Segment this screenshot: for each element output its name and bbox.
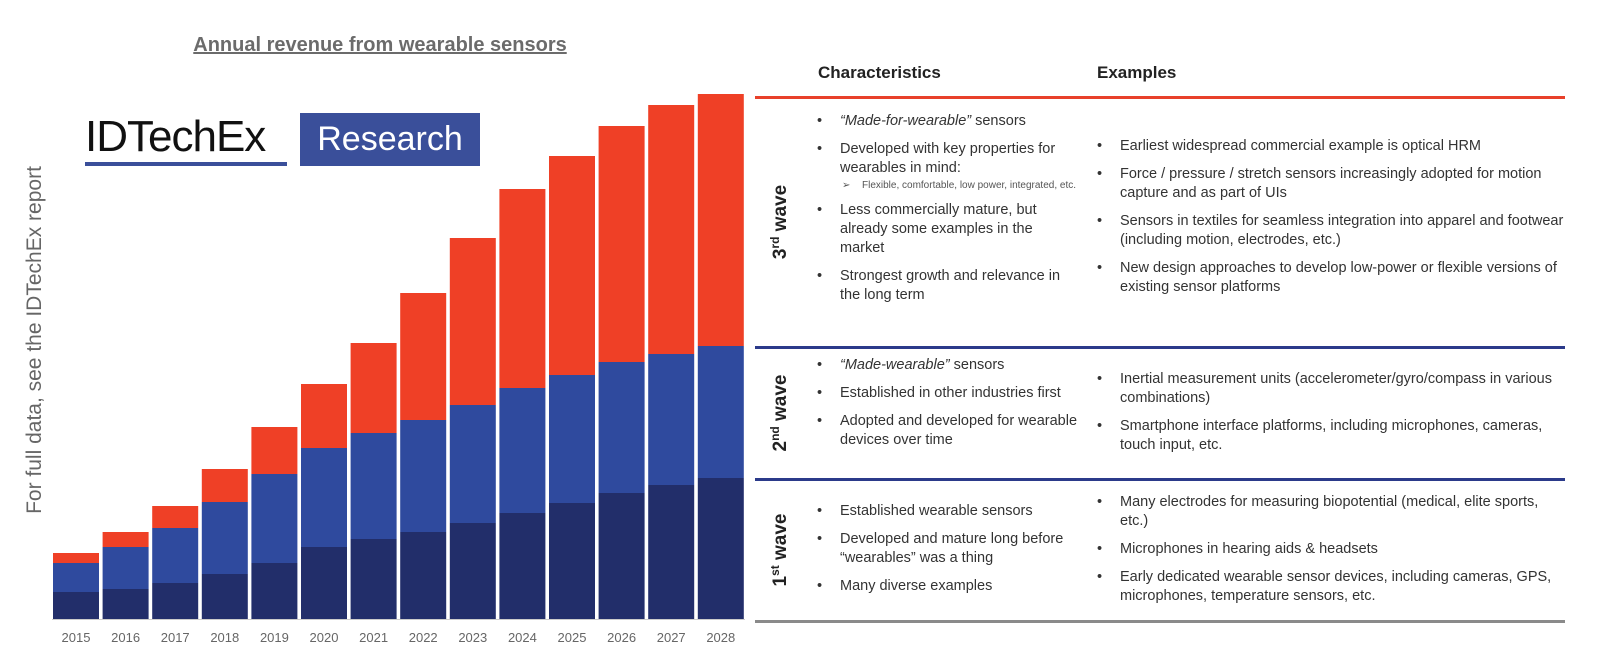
examples-list: Many electrodes for measuring biopotenti…: [1095, 493, 1565, 615]
characteristics-list: “Made-wearable” sensors Established in ot…: [815, 356, 1077, 459]
characteristics-list: “Made-for-wearable” sensors Developed wit…: [815, 112, 1077, 314]
bar-segment-2026-wave2: [598, 362, 645, 493]
bar-segment-2018-wave1: [201, 574, 248, 619]
example-item: Many electrodes for measuring biopotenti…: [1095, 493, 1565, 531]
stacked-bar-chart: 2015 2016 2017 2018 2019 2020 2021 2022 2023 2024…: [52, 94, 745, 645]
x-tick-label: 2016: [111, 630, 140, 645]
x-tick-label: 2026: [607, 630, 636, 645]
bar-segment-2027-wave1: [648, 485, 695, 619]
bar-segment-2015-wave1: [53, 592, 99, 619]
characteristic-item: “Made-wearable” sensors: [815, 356, 1077, 375]
examples-list: Inertial measurement units (acceleromete…: [1095, 370, 1565, 464]
characteristic-item: Established wearable sensors: [815, 502, 1077, 521]
characteristic-item: Strongest growth and relevance in the lo…: [815, 267, 1077, 305]
x-tick-label: 2018: [210, 630, 239, 645]
characteristics-list: Established wearable sensors Developed an…: [815, 502, 1077, 605]
bar-segment-2022-wave1: [400, 532, 447, 619]
rule-2nd-wave: [755, 346, 1565, 349]
bar-segment-2021-wave3: [350, 343, 397, 433]
sub-bullet: Flexible, comfortable, low power, integr…: [840, 180, 1077, 192]
bar-segment-2020-wave3: [301, 384, 347, 448]
bar-segment-2025-wave2: [549, 375, 595, 503]
bar-segment-2028-wave1: [697, 478, 744, 619]
bar-segment-2023-wave1: [449, 523, 496, 619]
wave-label: 1st wave: [767, 513, 792, 587]
characteristic-item: Established in other industries first: [815, 384, 1077, 403]
bar-segment-2015-wave3: [53, 553, 99, 563]
bar-segment-2016-wave3: [102, 532, 149, 547]
bar-segment-2027-wave3: [648, 105, 695, 354]
characteristic-item: “Made-for-wearable” sensors: [815, 112, 1077, 131]
characteristic-item: Developed and mature long before “wearab…: [815, 530, 1077, 568]
bar-segment-2017-wave1: [152, 583, 199, 619]
bar-segment-2017-wave3: [152, 506, 199, 528]
x-tick-label: 2024: [508, 630, 537, 645]
bar-segment-2021-wave2: [350, 433, 397, 539]
x-tick-label: 2023: [458, 630, 487, 645]
example-item: Smartphone interface platforms, includin…: [1095, 417, 1565, 455]
bar-segment-2024-wave3: [499, 189, 546, 388]
bar-segment-2027-wave2: [648, 354, 695, 485]
example-item: Microphones in hearing aids & headsets: [1095, 540, 1565, 559]
header-examples: Examples: [1097, 63, 1177, 82]
bar-segment-2028-wave3: [697, 94, 744, 346]
bar-segment-2025-wave3: [549, 156, 595, 375]
x-tick-label: 2025: [558, 630, 587, 645]
x-tick-label: 2022: [409, 630, 438, 645]
bar-segment-2026-wave1: [598, 493, 645, 619]
bar-segment-2019-wave2: [251, 474, 298, 563]
bar-segment-2028-wave2: [697, 346, 744, 478]
bar-segment-2015-wave2: [53, 563, 99, 592]
bar-segment-2020-wave2: [301, 448, 347, 547]
bar-segment-2019-wave1: [251, 563, 298, 619]
x-tick-label: 2027: [657, 630, 686, 645]
example-item: New design approaches to develop low-pow…: [1095, 259, 1565, 297]
bar-segment-2017-wave2: [152, 528, 199, 583]
bar-segment-2021-wave1: [350, 539, 397, 619]
examples-list: Earliest widespread commercial example i…: [1095, 137, 1565, 306]
logo-research-badge: Research: [300, 113, 480, 166]
example-item: Earliest widespread commercial example i…: [1095, 137, 1565, 156]
bar-segment-2025-wave1: [549, 503, 595, 619]
logo-wordmark: IDTechEx: [85, 112, 266, 161]
example-item: Early dedicated wearable sensor devices,…: [1095, 568, 1565, 606]
example-item: Inertial measurement units (acceleromete…: [1095, 370, 1565, 408]
bar-segment-2023-wave2: [449, 405, 496, 523]
logo-underline: [85, 162, 287, 166]
characteristic-item: Many diverse examples: [815, 577, 1077, 596]
x-tick-label: 2017: [161, 630, 190, 645]
x-tick-label: 2020: [310, 630, 339, 645]
bar-segment-2024-wave1: [499, 513, 546, 619]
example-item: Force / pressure / stretch sensors incre…: [1095, 165, 1565, 203]
wave-label: 3rd wave: [767, 184, 792, 260]
bar-segment-2016-wave2: [102, 547, 149, 589]
bar-segment-2022-wave3: [400, 293, 447, 420]
characteristic-item: Developed with key properties for wearab…: [815, 140, 1077, 192]
bar-segment-2018-wave2: [201, 502, 248, 574]
x-tick-label: 2028: [706, 630, 735, 645]
bar-segment-2022-wave2: [400, 420, 447, 532]
characteristic-item: Less commercially mature, but already so…: [815, 201, 1077, 258]
characteristic-item: Adopted and developed for wearable devic…: [815, 412, 1077, 450]
bar-segment-2018-wave3: [201, 469, 248, 502]
rule-3rd-wave: [755, 96, 1565, 99]
bar-segment-2023-wave3: [449, 238, 496, 405]
bar-segment-2016-wave1: [102, 589, 149, 619]
header-characteristics: Characteristics: [818, 63, 941, 82]
rule-bottom: [755, 620, 1565, 623]
x-tick-label: 2015: [62, 630, 91, 645]
chart-title: Annual revenue from wearable sensors: [193, 34, 567, 56]
x-tick-label: 2019: [260, 630, 289, 645]
wave-label: 2nd wave: [767, 374, 792, 452]
example-item: Sensors in textiles for seamless integra…: [1095, 212, 1565, 250]
bar-segment-2026-wave3: [598, 126, 645, 362]
bar-segment-2019-wave3: [251, 427, 298, 474]
x-tick-label: 2021: [359, 630, 388, 645]
bar-segment-2020-wave1: [301, 547, 347, 619]
bar-segment-2024-wave2: [499, 388, 546, 513]
rule-1st-wave: [755, 478, 1565, 481]
